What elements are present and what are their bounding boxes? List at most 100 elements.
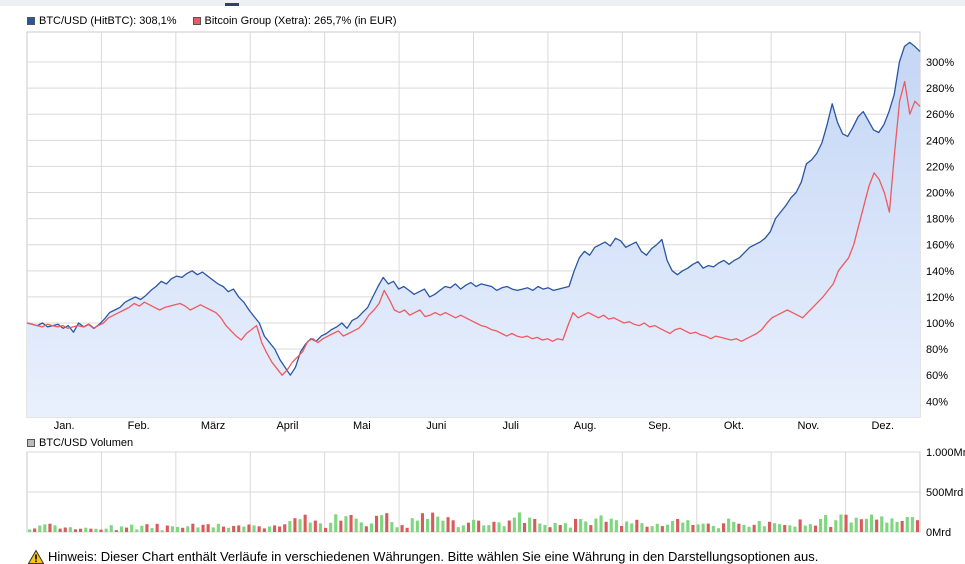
volume-bar <box>89 528 93 532</box>
volume-bar <box>727 518 731 532</box>
volume-bar <box>584 521 588 532</box>
y-tick-label: 200% <box>926 188 954 200</box>
legend-swatch-btc <box>27 17 35 25</box>
volume-bar <box>303 514 307 532</box>
volume-bar <box>273 525 277 532</box>
volume-bar <box>915 520 919 532</box>
volume-bar <box>339 520 343 532</box>
x-tick-label: Juli <box>502 420 519 432</box>
y-tick-label: 100% <box>926 318 954 330</box>
active-tab-indicator <box>225 3 239 6</box>
y-tick-label: 120% <box>926 292 954 304</box>
volume-bar <box>201 524 205 532</box>
x-tick-label: Sep. <box>648 420 671 432</box>
volume-bar <box>604 521 608 532</box>
volume-bar <box>298 519 302 532</box>
volume-bar <box>492 521 496 532</box>
volume-bar <box>99 529 103 532</box>
volume-bar <box>533 519 537 532</box>
volume-bar <box>426 519 430 532</box>
volume-bar <box>354 518 358 532</box>
volume-bar <box>181 527 185 532</box>
volume-bar <box>875 519 879 532</box>
volume-bar <box>589 525 593 532</box>
volume-bar <box>706 523 710 532</box>
volume-bar <box>461 525 465 532</box>
volume-bar <box>170 526 174 532</box>
volume-bar <box>808 524 812 532</box>
volume-bar <box>119 526 123 532</box>
chart-legend: BTC/USD (HitBTC): 308,1% Bitcoin Group (… <box>27 15 397 27</box>
volume-bar <box>267 526 271 532</box>
volume-bar <box>849 522 853 532</box>
y-tick-label: 80% <box>926 344 948 356</box>
volume-bar <box>497 522 501 532</box>
volume-bar <box>834 520 838 532</box>
y-tick-label: 180% <box>926 214 954 226</box>
volume-bar <box>380 515 384 532</box>
volume-bar <box>165 525 169 532</box>
volume-bar <box>125 527 129 532</box>
volume-bar <box>635 519 639 532</box>
volume-bar <box>864 518 868 532</box>
volume-bar <box>130 524 134 532</box>
volume-bar <box>232 525 236 532</box>
volume-bar <box>364 526 368 532</box>
volume-bar <box>762 526 766 532</box>
volume-bar <box>665 524 669 532</box>
volume-y-tick-label: 500Mrd <box>926 487 963 499</box>
volume-bar <box>686 520 690 532</box>
legend-item-btc[interactable]: BTC/USD (HitBTC): 308,1% <box>27 15 177 27</box>
volume-bar <box>242 526 246 532</box>
volume-bar <box>854 517 858 532</box>
volume-bar <box>477 520 481 532</box>
volume-bar <box>206 524 210 532</box>
volume-bar <box>752 524 756 532</box>
volume-bar <box>839 514 843 532</box>
volume-bar <box>558 525 562 532</box>
bitcoin-group-line <box>26 80 921 376</box>
volume-bar <box>324 527 328 532</box>
y-tick-label: 220% <box>926 161 954 173</box>
volume-bar <box>701 523 705 532</box>
volume-bar <box>262 528 266 532</box>
volume-bar <box>431 512 435 532</box>
volume-bar <box>543 525 547 532</box>
volume-bar <box>767 521 771 532</box>
x-tick-label: Okt. <box>724 420 744 432</box>
volume-bar <box>160 530 164 532</box>
currency-hint: Hinweis: Dieser Chart enthält Verläufe i… <box>28 549 818 564</box>
legend-item-bitcoin-group[interactable]: Bitcoin Group (Xetra): 265,7% (in EUR) <box>192 15 397 27</box>
top-bar <box>0 0 965 6</box>
volume-bar <box>344 516 348 532</box>
volume-bar <box>441 520 445 532</box>
volume-bar <box>359 522 363 532</box>
volume-bar <box>186 526 190 532</box>
volume-bar <box>33 528 37 532</box>
volume-bar <box>640 523 644 532</box>
volume-bar <box>28 529 32 532</box>
btc-area-fill <box>27 42 920 418</box>
volume-bar <box>870 514 874 532</box>
volume-bar <box>859 519 863 532</box>
volume-bar <box>58 528 62 532</box>
volume-bar <box>813 525 817 532</box>
volume-bar <box>747 526 751 532</box>
volume-bar <box>63 527 67 532</box>
volume-bar <box>742 524 746 532</box>
volume-bar <box>824 515 828 532</box>
volume-bar <box>788 525 792 532</box>
volume-bar <box>53 525 57 532</box>
volume-bar <box>155 523 159 532</box>
volume-bar <box>257 526 261 532</box>
volume-bar <box>349 515 353 532</box>
x-tick-label: Mai <box>353 420 371 432</box>
volume-bar <box>415 520 419 532</box>
volume-bar <box>798 519 802 532</box>
legend-swatch-bitcoin-group <box>192 17 201 25</box>
volume-bar <box>451 520 455 532</box>
volume-bar <box>630 523 634 532</box>
volume-bar <box>563 523 567 532</box>
volume-bar <box>420 513 424 532</box>
